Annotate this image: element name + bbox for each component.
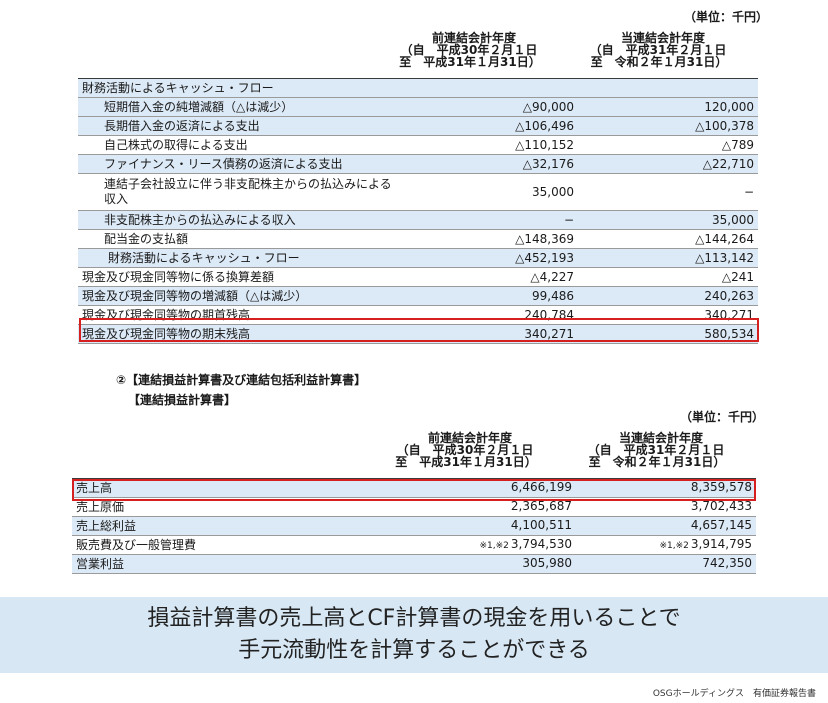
pl-header-curr: 当連結会計年度 （自 平成31年２月１日 至 令和２年１月31日） xyxy=(576,428,756,479)
footnote-marker: ※1,※2 xyxy=(659,540,689,551)
caption-line-2: 手元流動性を計算することができる xyxy=(238,638,590,663)
ending-cash-highlight-box xyxy=(79,318,759,342)
pl-row: 売上原価 2,365,687 3,702,433 xyxy=(72,497,756,517)
pl-sub-title: 【連結損益計算書】 xyxy=(128,393,237,407)
source-credit: OSGホールディングス 有価証券報告書 xyxy=(652,689,816,699)
cf-header-curr: 当連結会計年度 （自 平成31年２月１日 至 令和２年１月31日） xyxy=(578,28,758,79)
pl-row: 売上総利益 4,100,511 4,657,145 xyxy=(72,516,756,536)
cf-row: ファイナンス・リース債務の返済による支出 △32,176 △22,710 xyxy=(78,154,758,174)
cf-header-prev: 前連結会計年度 （自 平成30年２月１日 至 平成31年１月31日） xyxy=(399,28,578,79)
cf-row: 連結子会社設立に伴う非支配株主からの払込みによる収入 35,000 − xyxy=(78,173,758,211)
footnote-marker: ※1,※2 xyxy=(479,540,509,551)
cf-row: 財務活動によるキャッシュ・フロー △452,193 △113,142 xyxy=(78,248,758,268)
pl-header-row: 前連結会計年度 （自 平成30年２月１日 至 平成31年１月31日） 当連結会計… xyxy=(72,428,756,479)
cf-header-row: 前連結会計年度 （自 平成30年２月１日 至 平成31年１月31日） 当連結会計… xyxy=(78,28,758,79)
cf-row: 財務活動によるキャッシュ・フロー xyxy=(78,78,758,98)
caption-banner: 損益計算書の売上高とCF計算書の現金を用いることで 手元流動性を計算することがで… xyxy=(0,597,828,673)
cf-row: 長期借入金の返済による支出 △106,496 △100,378 xyxy=(78,116,758,136)
income-statement-table: 前連結会計年度 （自 平成30年２月１日 至 平成31年１月31日） 当連結会計… xyxy=(72,428,756,574)
pl-row: 販売費及び一般管理費 ※1,※2 3,794,530 ※1,※2 3,914,795 xyxy=(72,535,756,555)
cash-flow-table: 前連結会計年度 （自 平成30年２月１日 至 平成31年１月31日） 当連結会計… xyxy=(78,28,758,344)
caption-line-1: 損益計算書の売上高とCF計算書の現金を用いることで xyxy=(147,606,681,631)
pl-header-prev: 前連結会計年度 （自 平成30年２月１日 至 平成31年１月31日） xyxy=(394,428,576,479)
cf-row: 短期借入金の純増減額（△は減少） △90,000 120,000 xyxy=(78,97,758,117)
cf-row: 現金及び現金同等物に係る換算差額 △4,227 △241 xyxy=(78,267,758,287)
pl-row-sales: 売上高 6,466,199 8,359,578 xyxy=(72,478,756,498)
pl-section-title: ②【連結損益計算書及び連結包括利益計算書】 xyxy=(116,373,367,387)
cf-row: 非支配株主からの払込みによる収入 − 35,000 xyxy=(78,210,758,230)
cf-row: 自己株式の取得による支出 △110,152 △789 xyxy=(78,135,758,155)
pl-row: 営業利益 305,980 742,350 xyxy=(72,554,756,574)
cf-unit-label: （単位：千円） xyxy=(684,10,769,24)
pl-unit-label: （単位：千円） xyxy=(680,410,765,424)
cf-row: 配当金の支払額 △148,369 △144,264 xyxy=(78,229,758,249)
sales-highlight-box xyxy=(72,479,756,501)
cf-row: 現金及び現金同等物の増減額（△は減少） 99,486 240,263 xyxy=(78,286,758,306)
cf-row-ending-balance: 現金及び現金同等物の期末残高 340,271 580,534 xyxy=(78,324,758,344)
